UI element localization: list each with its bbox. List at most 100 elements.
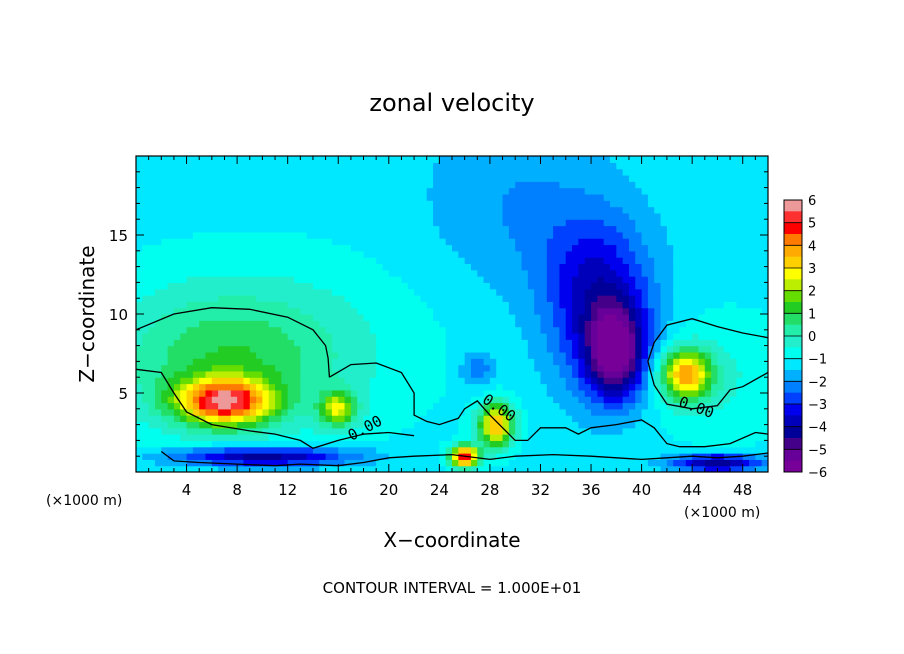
field-cell [142, 332, 150, 340]
field-cell [243, 465, 251, 472]
field-cell [237, 364, 245, 372]
field-cell [262, 263, 270, 271]
field-cell [350, 225, 358, 233]
field-cell [154, 358, 162, 366]
field-cell [294, 326, 301, 334]
field-cell [540, 162, 548, 170]
field-cell [262, 440, 270, 448]
field-cell [483, 440, 491, 448]
field-cell [470, 225, 478, 233]
field-cell [388, 212, 396, 220]
field-cell [591, 314, 598, 321]
field-cell [673, 269, 681, 277]
field-cell [331, 206, 339, 214]
field-cell [249, 421, 257, 429]
field-cell [534, 244, 542, 252]
field-cell [622, 282, 630, 290]
field-cell [603, 269, 611, 277]
field-cell [154, 295, 162, 302]
field-cell [698, 200, 706, 208]
field-cell [736, 415, 744, 423]
field-cell [761, 288, 768, 296]
field-cell [433, 345, 440, 353]
field-cell [534, 168, 542, 176]
field-cell [591, 339, 598, 347]
field-cell [268, 389, 276, 397]
field-cell [685, 288, 693, 296]
field-cell [704, 206, 712, 214]
field-cell [597, 370, 605, 378]
field-cell [211, 288, 219, 296]
field-cell [192, 250, 200, 258]
field-cell [300, 326, 308, 334]
field-cell [704, 301, 712, 309]
field-cell [420, 288, 428, 296]
field-cell [591, 421, 598, 429]
field-cell [363, 225, 371, 233]
field-cell [647, 168, 655, 176]
field-cell [186, 314, 194, 321]
field-cell [610, 219, 617, 227]
field-cell [331, 257, 339, 265]
field-cell [167, 320, 175, 328]
field-cell [603, 383, 611, 391]
field-cell [635, 307, 643, 315]
field-cell [344, 225, 352, 233]
field-cell [211, 446, 219, 454]
field-cell [515, 174, 523, 182]
field-cell [395, 282, 403, 290]
field-cell [312, 212, 320, 220]
field-cell [414, 219, 421, 227]
field-cell [439, 193, 447, 201]
field-cell [382, 453, 390, 460]
field-cell [256, 440, 263, 448]
field-cell [761, 377, 768, 385]
field-cell [414, 307, 421, 315]
field-cell [230, 276, 238, 283]
field-cell [660, 345, 668, 353]
field-cell [736, 389, 744, 397]
field-cell [496, 263, 504, 271]
field-cell [477, 301, 485, 309]
field-cell [376, 200, 384, 208]
field-cell [698, 465, 706, 472]
field-cell [527, 238, 535, 246]
field-cell [660, 219, 668, 227]
field-cell [357, 383, 365, 391]
field-cell [553, 358, 561, 366]
field-cell [521, 339, 529, 347]
field-cell [433, 421, 440, 429]
field-cell [218, 301, 226, 309]
field-cell [591, 408, 598, 416]
field-cell [508, 408, 516, 416]
field-cell [142, 238, 150, 246]
field-cell [502, 453, 510, 460]
field-cell [426, 263, 434, 271]
field-cell [262, 187, 270, 195]
field-cell [704, 282, 712, 290]
field-cell [679, 301, 687, 309]
field-cell [230, 434, 238, 441]
field-cell [477, 263, 485, 271]
field-cell [350, 396, 358, 404]
field-cell [749, 421, 756, 429]
field-cell [180, 396, 188, 404]
field-cell [717, 396, 725, 404]
field-cell [154, 200, 162, 208]
field-cell [692, 301, 700, 309]
field-cell [180, 307, 188, 315]
field-cell [243, 250, 251, 258]
field-cell [515, 383, 523, 391]
field-cell [603, 339, 611, 347]
field-cell [483, 421, 491, 429]
field-cell [401, 434, 409, 441]
field-cell [249, 396, 257, 404]
field-cell [180, 288, 188, 296]
field-cell [369, 345, 377, 353]
field-cell [622, 231, 630, 239]
field-cell [142, 288, 150, 296]
field-cell [300, 269, 308, 277]
field-cell [679, 263, 687, 271]
field-cell [426, 377, 434, 385]
field-cell [331, 434, 339, 441]
